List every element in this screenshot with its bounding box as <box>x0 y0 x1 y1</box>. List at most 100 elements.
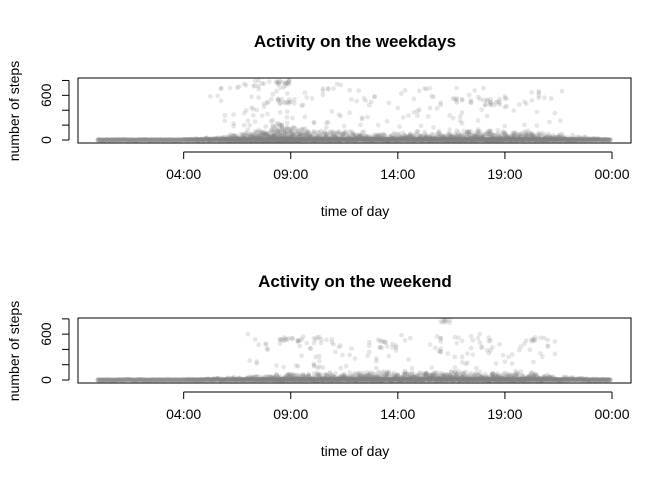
data-point <box>234 137 240 143</box>
data-point <box>209 136 215 142</box>
data-point <box>259 137 265 143</box>
data-point <box>231 135 237 141</box>
data-point <box>263 130 269 136</box>
data-point <box>224 136 229 142</box>
data-point <box>231 121 237 126</box>
data-point <box>241 137 247 143</box>
data-point <box>167 137 172 143</box>
data-point <box>234 137 240 143</box>
data-point <box>247 136 253 142</box>
data-point <box>224 137 229 143</box>
data-point <box>247 136 253 142</box>
data-point <box>197 137 203 143</box>
data-point <box>261 137 267 143</box>
data-point <box>234 137 240 142</box>
data-point <box>102 137 108 143</box>
data-point <box>154 137 160 143</box>
data-point <box>229 137 235 142</box>
data-point <box>215 93 221 99</box>
data-point <box>256 127 261 133</box>
data-point <box>184 137 190 143</box>
data-point <box>234 135 240 141</box>
data-point <box>134 137 140 143</box>
data-point <box>115 137 120 143</box>
data-point <box>259 136 265 142</box>
data-point <box>211 136 217 142</box>
data-point <box>258 137 263 143</box>
data-point <box>397 124 402 129</box>
data-point <box>559 88 565 94</box>
data-point <box>231 137 237 143</box>
data-point <box>320 86 326 91</box>
data-point <box>192 136 197 142</box>
data-point <box>300 102 306 108</box>
data-point <box>261 137 267 143</box>
data-point <box>233 137 238 143</box>
data-point <box>261 132 267 138</box>
data-point <box>167 137 172 143</box>
data-point <box>158 137 163 143</box>
data-point <box>241 137 247 143</box>
data-point <box>416 88 422 94</box>
data-point <box>140 137 146 142</box>
data-point <box>204 136 210 142</box>
data-point <box>263 137 269 143</box>
data-point <box>240 135 246 141</box>
data-point <box>245 134 251 139</box>
data-point <box>127 137 133 143</box>
data-point <box>250 135 256 141</box>
data-point <box>165 137 171 143</box>
data-point <box>118 137 124 142</box>
data-point <box>143 137 149 142</box>
data-point <box>117 137 122 143</box>
data-point <box>454 100 460 105</box>
data-point <box>150 137 156 143</box>
data-point <box>106 137 112 143</box>
data-point <box>261 133 267 139</box>
data-point <box>218 85 224 91</box>
data-point <box>102 137 108 143</box>
data-point <box>254 137 260 143</box>
data-point <box>259 137 265 143</box>
data-point <box>156 137 162 143</box>
data-point <box>206 137 212 143</box>
data-point <box>181 137 187 143</box>
data-point <box>256 95 261 100</box>
data-point <box>197 137 203 143</box>
data-point <box>238 137 244 142</box>
data-point <box>118 137 124 143</box>
data-point <box>183 137 188 142</box>
data-point <box>252 78 258 84</box>
data-point <box>224 136 229 142</box>
data-point <box>358 122 363 128</box>
data-point <box>197 137 203 142</box>
data-point <box>95 137 101 143</box>
data-point <box>227 132 233 138</box>
data-point <box>254 134 260 140</box>
data-point <box>241 137 247 143</box>
data-point <box>108 137 113 143</box>
data-point <box>259 130 265 136</box>
data-point <box>256 134 261 140</box>
data-point <box>179 137 185 143</box>
data-point <box>127 137 133 143</box>
data-point <box>254 137 260 143</box>
data-point <box>236 136 242 142</box>
data-point <box>213 136 219 142</box>
data-point <box>247 133 253 139</box>
data-point <box>111 137 117 143</box>
data-point <box>259 131 265 137</box>
data-point <box>249 135 254 140</box>
data-point <box>243 137 249 143</box>
data-point <box>258 137 263 143</box>
data-point <box>236 135 242 141</box>
data-point <box>243 131 249 137</box>
data-point <box>177 137 183 143</box>
data-point <box>150 137 156 143</box>
data-point <box>291 97 297 102</box>
data-point <box>249 105 254 110</box>
data-point <box>99 137 104 143</box>
data-point <box>188 137 194 142</box>
data-point <box>218 137 224 142</box>
data-point <box>450 115 456 121</box>
